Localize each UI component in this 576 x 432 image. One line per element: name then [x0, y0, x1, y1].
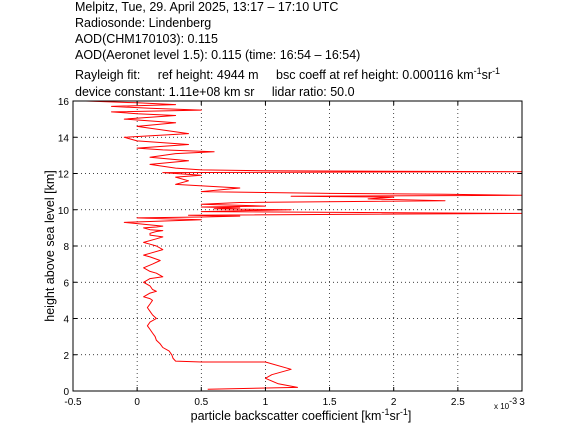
grid-layer: [73, 101, 522, 391]
x-tick-label: 0.5: [194, 397, 208, 408]
x-axis-multiplier: x 10-3: [494, 396, 518, 412]
y-tick-label: 6: [63, 278, 69, 289]
header-rayleigh-line: Rayleigh fit: ref height: 4944 m bsc coe…: [75, 66, 501, 83]
y-tick-label: 2: [63, 351, 69, 362]
header-radiosonde-line: Radiosonde: Lindenberg: [75, 16, 212, 30]
y-tick-label: 16: [58, 97, 70, 108]
device-constant-value: device constant: 1.11e+08 km sr: [75, 85, 255, 99]
series-layer: [85, 101, 522, 390]
x-tick-label: 1: [263, 397, 269, 408]
y-tick-label: 4: [63, 315, 69, 326]
lidar-ratio-value: lidar ratio: 50.0: [271, 85, 355, 99]
x-tick-label: 3: [519, 397, 525, 408]
header-aod-chm-line: AOD(CHM170103): 0.115: [75, 32, 218, 46]
y-tick-label: 10: [58, 206, 70, 217]
x-tick-label: 1.5: [323, 397, 337, 408]
header-device-line: device constant: 1.11e+08 km sr lidar ra…: [75, 85, 355, 100]
x-tick-label: 0: [134, 397, 140, 408]
y-axis-label: height above sea level [km]: [43, 170, 57, 322]
header-aod-aeronet-line: AOD(Aeronet level 1.5): 0.115 (time: 16:…: [75, 48, 361, 62]
x-tick-label: 2: [391, 397, 397, 408]
y-tick-label: 14: [58, 133, 70, 144]
y-tick-label: 0: [63, 387, 69, 398]
y-tick-label: 12: [58, 170, 70, 181]
y-tick-label: 8: [63, 242, 69, 253]
x-tick-label: -0.5: [64, 397, 82, 408]
x-tick-label: 2.5: [451, 397, 465, 408]
ref-height-value: ref height: 4944 m: [157, 68, 259, 82]
backscatter-profile-line: [85, 101, 522, 390]
header-title-line: Melpitz, Tue, 29. April 2025, 13:17 – 17…: [75, 0, 339, 14]
bsc-coeff-value: bsc coeff at ref height: 0.000116 km-1sr…: [276, 66, 501, 83]
x-axis-label: particle backscatter coefficient [km-1sr…: [190, 407, 412, 424]
rayleigh-fit-label: Rayleigh fit:: [75, 68, 141, 82]
